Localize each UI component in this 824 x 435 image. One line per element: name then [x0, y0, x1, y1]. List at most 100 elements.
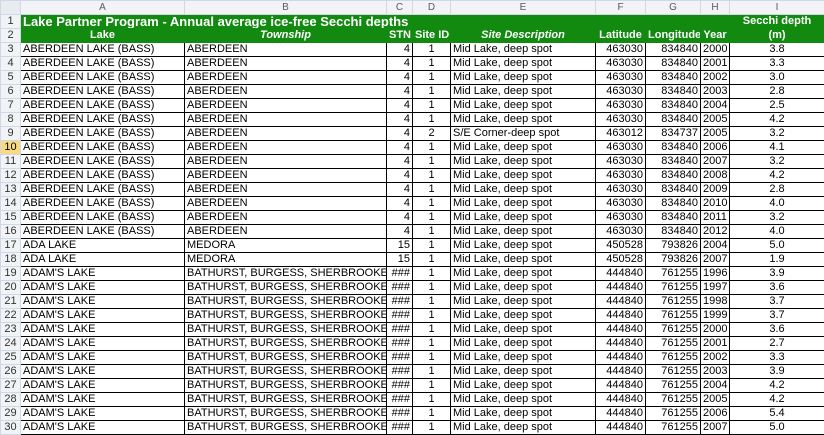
cell-stn[interactable]: ###: [387, 267, 413, 281]
cell-stn[interactable]: ###: [387, 281, 413, 295]
cell-site-id[interactable]: 1: [413, 183, 451, 197]
column-header-e[interactable]: E: [451, 1, 596, 15]
cell-longitude[interactable]: 834840: [646, 169, 701, 183]
row-header[interactable]: 22: [1, 309, 21, 323]
cell-township[interactable]: ABERDEEN: [185, 141, 387, 155]
cell-site-description[interactable]: Mid Lake, deep spot: [451, 99, 596, 113]
cell-site-description[interactable]: Mid Lake, deep spot: [451, 365, 596, 379]
cell-lake[interactable]: ABERDEEN LAKE (BASS): [21, 225, 185, 239]
cell-year[interactable]: 1997: [701, 281, 730, 295]
cell-year[interactable]: 2007: [701, 253, 730, 267]
cell-secchi-depth[interactable]: 5.0: [730, 239, 824, 253]
cell-lake[interactable]: ADAM'S LAKE: [21, 393, 185, 407]
cell-year[interactable]: 2000: [701, 43, 730, 57]
cell-longitude[interactable]: 834840: [646, 211, 701, 225]
cell-township[interactable]: BATHURST, BURGESS, SHERBROOKE: [185, 407, 387, 421]
cell-site-description[interactable]: Mid Lake, deep spot: [451, 323, 596, 337]
cell-township[interactable]: ABERDEEN: [185, 71, 387, 85]
cell-stn[interactable]: ###: [387, 337, 413, 351]
header-site-description[interactable]: Site Description: [451, 29, 596, 43]
cell-township[interactable]: ABERDEEN: [185, 113, 387, 127]
cell-latitude[interactable]: 463030: [596, 43, 646, 57]
row-header[interactable]: 12: [1, 169, 21, 183]
cell-secchi-depth[interactable]: 1.9: [730, 253, 824, 267]
cell-site-description[interactable]: Mid Lake, deep spot: [451, 309, 596, 323]
cell-secchi-depth[interactable]: 3.7: [730, 295, 824, 309]
cell-secchi-depth[interactable]: 3.8: [730, 43, 824, 57]
cell-township[interactable]: ABERDEEN: [185, 85, 387, 99]
cell-lake[interactable]: ABERDEEN LAKE (BASS): [21, 57, 185, 71]
cell-longitude[interactable]: 834840: [646, 71, 701, 85]
cell-longitude[interactable]: 834840: [646, 183, 701, 197]
cell-year[interactable]: 2007: [701, 421, 730, 435]
cell-lake[interactable]: ABERDEEN LAKE (BASS): [21, 85, 185, 99]
secchi-header-top[interactable]: Secchi depth: [730, 15, 824, 29]
cell-township[interactable]: ABERDEEN: [185, 127, 387, 141]
cell-stn[interactable]: 4: [387, 85, 413, 99]
cell-site-description[interactable]: Mid Lake, deep spot: [451, 57, 596, 71]
cell-secchi-depth[interactable]: 4.0: [730, 197, 824, 211]
cell-lake[interactable]: ADAM'S LAKE: [21, 267, 185, 281]
cell-year[interactable]: 2005: [701, 113, 730, 127]
cell-site-id[interactable]: 1: [413, 267, 451, 281]
cell-stn[interactable]: 15: [387, 253, 413, 267]
cell-year[interactable]: 2006: [701, 407, 730, 421]
cell-township[interactable]: ABERDEEN: [185, 211, 387, 225]
cell-longitude[interactable]: 761255: [646, 421, 701, 435]
cell-year[interactable]: 2004: [701, 379, 730, 393]
column-header-a[interactable]: A: [21, 1, 185, 15]
cell-latitude[interactable]: 463030: [596, 211, 646, 225]
cell-site-description[interactable]: Mid Lake, deep spot: [451, 267, 596, 281]
cell-longitude[interactable]: 834840: [646, 197, 701, 211]
cell-site-id[interactable]: 1: [413, 71, 451, 85]
cell-site-description[interactable]: Mid Lake, deep spot: [451, 337, 596, 351]
cell-longitude[interactable]: 834840: [646, 85, 701, 99]
cell-stn[interactable]: 4: [387, 197, 413, 211]
cell-secchi-depth[interactable]: 3.2: [730, 127, 824, 141]
cell-secchi-depth[interactable]: 5.4: [730, 407, 824, 421]
row-header[interactable]: 26: [1, 365, 21, 379]
cell-site-description[interactable]: Mid Lake, deep spot: [451, 351, 596, 365]
cell-stn[interactable]: 4: [387, 57, 413, 71]
cell-year[interactable]: 2010: [701, 197, 730, 211]
cell-latitude[interactable]: 444840: [596, 337, 646, 351]
cell-site-id[interactable]: 2: [413, 127, 451, 141]
row-header[interactable]: 25: [1, 351, 21, 365]
cell-lake[interactable]: ABERDEEN LAKE (BASS): [21, 127, 185, 141]
cell-latitude[interactable]: 463030: [596, 155, 646, 169]
row-header[interactable]: 4: [1, 57, 21, 71]
cell-longitude[interactable]: 834840: [646, 155, 701, 169]
cell-site-description[interactable]: Mid Lake, deep spot: [451, 113, 596, 127]
cell-site-description[interactable]: Mid Lake, deep spot: [451, 393, 596, 407]
cell-site-id[interactable]: 1: [413, 351, 451, 365]
cell-site-description[interactable]: Mid Lake, deep spot: [451, 43, 596, 57]
row-header[interactable]: 18: [1, 253, 21, 267]
cell-secchi-depth[interactable]: 2.8: [730, 183, 824, 197]
cell-site-id[interactable]: 1: [413, 365, 451, 379]
column-header-d[interactable]: D: [413, 1, 451, 15]
cell-lake[interactable]: ADAM'S LAKE: [21, 281, 185, 295]
header-lake[interactable]: Lake: [21, 29, 185, 43]
cell-secchi-depth[interactable]: 3.3: [730, 57, 824, 71]
cell-site-description[interactable]: Mid Lake, deep spot: [451, 281, 596, 295]
cell-longitude[interactable]: 761255: [646, 379, 701, 393]
cell-secchi-depth[interactable]: 2.8: [730, 85, 824, 99]
row-header[interactable]: 28: [1, 393, 21, 407]
cell-secchi-depth[interactable]: 4.1: [730, 141, 824, 155]
cell-stn[interactable]: 4: [387, 71, 413, 85]
cell-site-description[interactable]: Mid Lake, deep spot: [451, 155, 596, 169]
cell-township[interactable]: ABERDEEN: [185, 183, 387, 197]
cell-latitude[interactable]: 444840: [596, 281, 646, 295]
cell-township[interactable]: BATHURST, BURGESS, SHERBROOKE: [185, 295, 387, 309]
cell-secchi-depth[interactable]: 3.2: [730, 211, 824, 225]
cell-site-id[interactable]: 1: [413, 155, 451, 169]
header-year[interactable]: Year: [701, 29, 730, 43]
cell-year[interactable]: 2012: [701, 225, 730, 239]
column-header-b[interactable]: B: [185, 1, 387, 15]
cell-township[interactable]: MEDORA: [185, 253, 387, 267]
cell-township[interactable]: BATHURST, BURGESS, SHERBROOKE: [185, 281, 387, 295]
select-all-corner[interactable]: [1, 1, 21, 15]
cell-site-id[interactable]: 1: [413, 113, 451, 127]
cell-stn[interactable]: 4: [387, 155, 413, 169]
row-header[interactable]: 27: [1, 379, 21, 393]
